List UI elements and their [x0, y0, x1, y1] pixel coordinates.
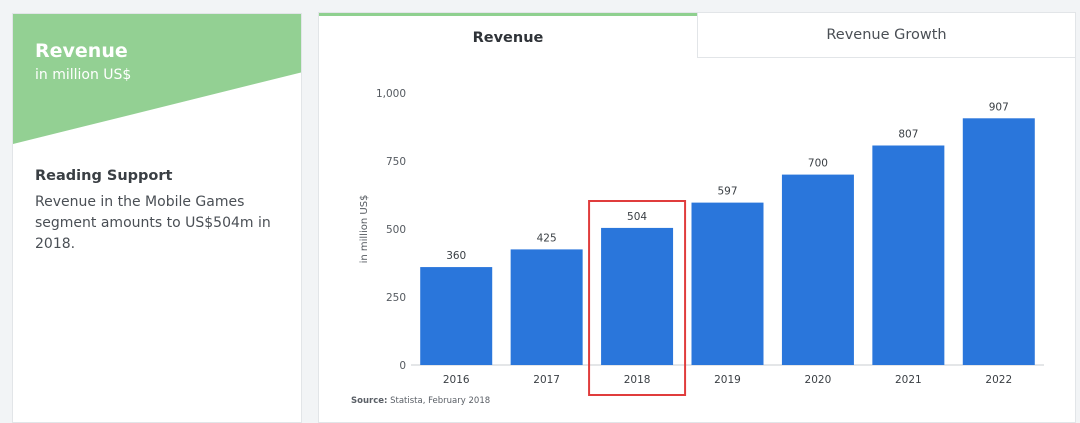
bar — [872, 145, 945, 365]
y-tick-label: 1,000 — [376, 88, 406, 100]
y-axis-label: in million US$ — [359, 195, 370, 264]
x-tick-label: 2017 — [533, 374, 560, 386]
revenue-bar-chart: 0 250 500 750 1,000 in million US$ 360 2016 425 2… — [359, 88, 1044, 396]
bar — [781, 174, 854, 365]
x-tick-label: 2021 — [895, 374, 922, 386]
bar — [510, 249, 583, 365]
source-text: Statista, February 2018 — [390, 396, 491, 406]
y-tick-label: 750 — [386, 156, 406, 168]
bar — [420, 267, 493, 365]
bar — [691, 202, 764, 365]
info-banner — [13, 14, 301, 144]
y-tick-label: 0 — [399, 360, 406, 372]
y-tick-label: 250 — [386, 292, 406, 304]
bar-value-label: 700 — [808, 158, 828, 170]
reading-support-text: Revenue in the Mobile Games segment amou… — [35, 194, 271, 252]
x-tick-label: 2018 — [624, 374, 651, 386]
x-tick-label: 2020 — [805, 374, 832, 386]
bar — [962, 118, 1035, 366]
x-tick-label: 2016 — [443, 374, 470, 386]
bar-value-label: 360 — [446, 250, 466, 262]
bar-value-label: 807 — [898, 128, 918, 140]
reading-support-heading: Reading Support — [35, 168, 173, 184]
x-tick-label: 2019 — [714, 374, 741, 386]
bar-value-label: 425 — [537, 232, 557, 244]
chart-panel: 0 250 500 750 1,000 in million US$ 360 2016 425 2… — [318, 12, 1076, 423]
bar-value-label: 597 — [717, 186, 737, 198]
highlight-box — [588, 200, 687, 396]
tab-revenue-growth[interactable]: Revenue Growth — [697, 13, 1075, 58]
banner-shape — [13, 14, 301, 144]
bar-value-label: 907 — [989, 101, 1009, 113]
info-card: Revenue in million US$ Reading Support R… — [12, 13, 302, 423]
info-unit: in million US$ — [35, 67, 132, 83]
info-title: Revenue — [35, 40, 128, 62]
x-tick-label: 2022 — [985, 374, 1012, 386]
tab-revenue[interactable]: Revenue — [319, 13, 697, 59]
source-line: Source: Statista, February 2018 — [351, 396, 490, 406]
bar-value-label: 504 — [627, 211, 647, 223]
y-tick-label: 500 — [386, 224, 406, 236]
bar — [601, 227, 674, 365]
source-label: Source: — [351, 396, 388, 406]
